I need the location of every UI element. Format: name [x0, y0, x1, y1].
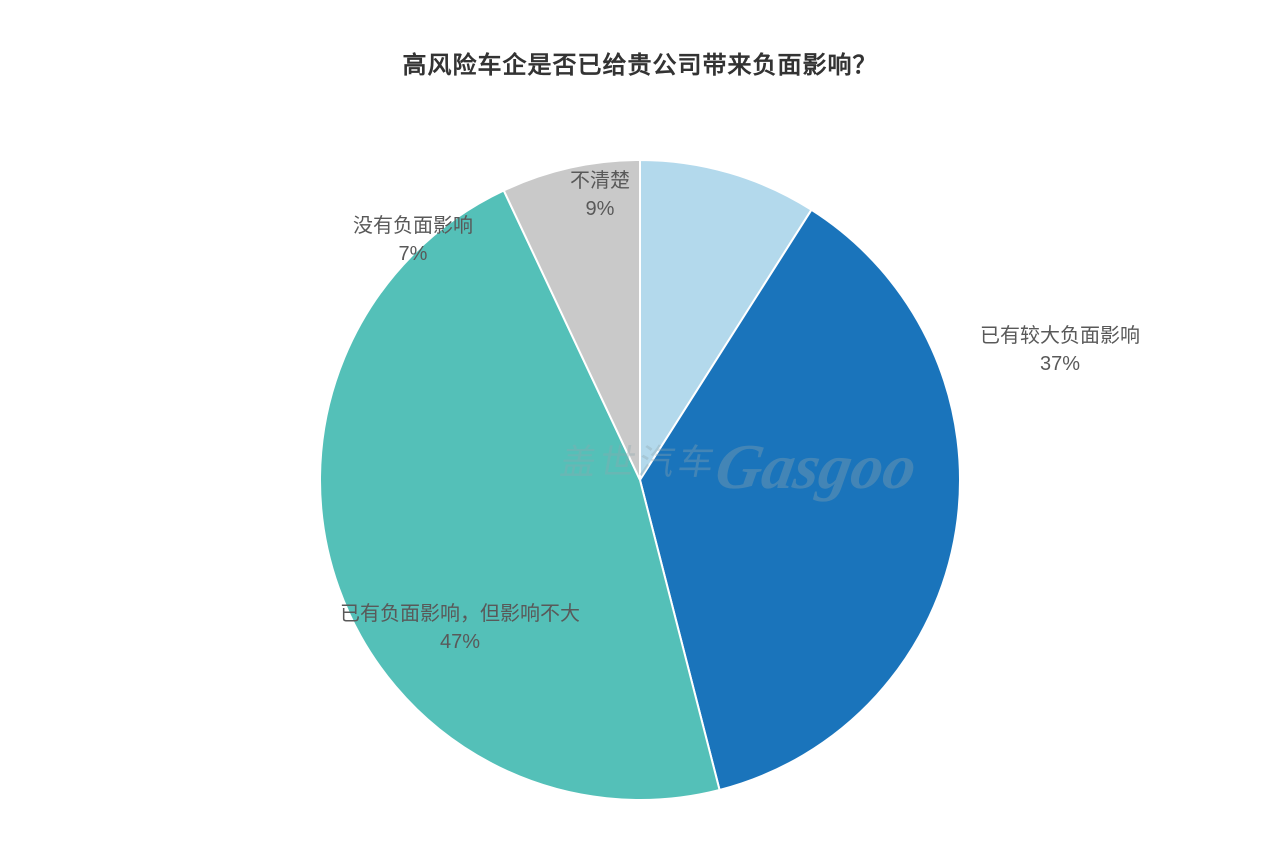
slice-label-text: 已有负面影响，但影响不大 [340, 600, 580, 628]
slice-label-pct: 7% [353, 240, 473, 268]
slice-label-pct: 37% [980, 350, 1140, 378]
slice-label-text: 不清楚 [570, 167, 630, 195]
slice-label-text: 没有负面影响 [353, 212, 473, 240]
slice-label-3: 没有负面影响7% [353, 212, 473, 268]
slice-label-1: 已有较大负面影响37% [980, 322, 1140, 378]
pie-chart-svg [0, 0, 1280, 853]
slice-label-0: 不清楚9% [570, 167, 630, 223]
slice-label-pct: 9% [570, 195, 630, 223]
chart-title: 高风险车企是否已给贵公司带来负面影响？ [0, 45, 1280, 80]
slice-label-pct: 47% [340, 628, 580, 656]
slice-label-2: 已有负面影响，但影响不大47% [340, 600, 580, 656]
slice-label-text: 已有较大负面影响 [980, 322, 1140, 350]
pie-chart-container: 高风险车企是否已给贵公司带来负面影响？ 盖世汽车Gasgoo 不清楚9%已有较大… [0, 0, 1280, 853]
